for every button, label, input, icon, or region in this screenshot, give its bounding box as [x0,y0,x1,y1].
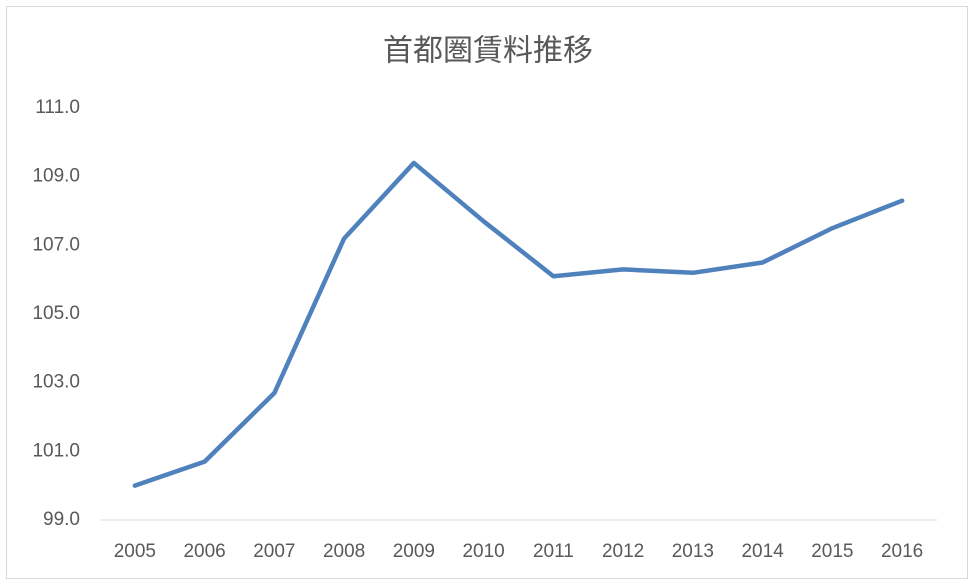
y-tick-label: 101.0 [32,440,80,461]
x-tick-label: 2015 [811,541,853,562]
chart-title: 首都圏賃料推移 [383,34,593,69]
y-tick-label: 109.0 [32,166,80,187]
y-tick-label: 103.0 [32,372,80,393]
x-tick-label: 2008 [323,541,365,562]
x-tick-label: 2013 [672,541,714,562]
y-tick-label: 107.0 [32,234,80,255]
data-line [132,160,905,488]
x-tick-label: 2010 [462,541,504,562]
y-tick-label: 99.0 [43,509,80,530]
x-tick-label: 2005 [114,541,156,562]
x-tick-label: 2016 [881,541,923,562]
x-tick-label: 2011 [533,541,574,562]
x-tick-label: 2012 [602,541,644,562]
x-tick-label: 2014 [741,541,784,562]
x-tick-label: 2007 [253,541,295,562]
y-tick-label: 111.0 [35,97,80,118]
y-tick-label: 105.0 [32,303,80,324]
x-tick-label: 2009 [393,541,435,562]
x-tick-label: 2006 [183,541,225,562]
chart-frame [6,6,968,579]
